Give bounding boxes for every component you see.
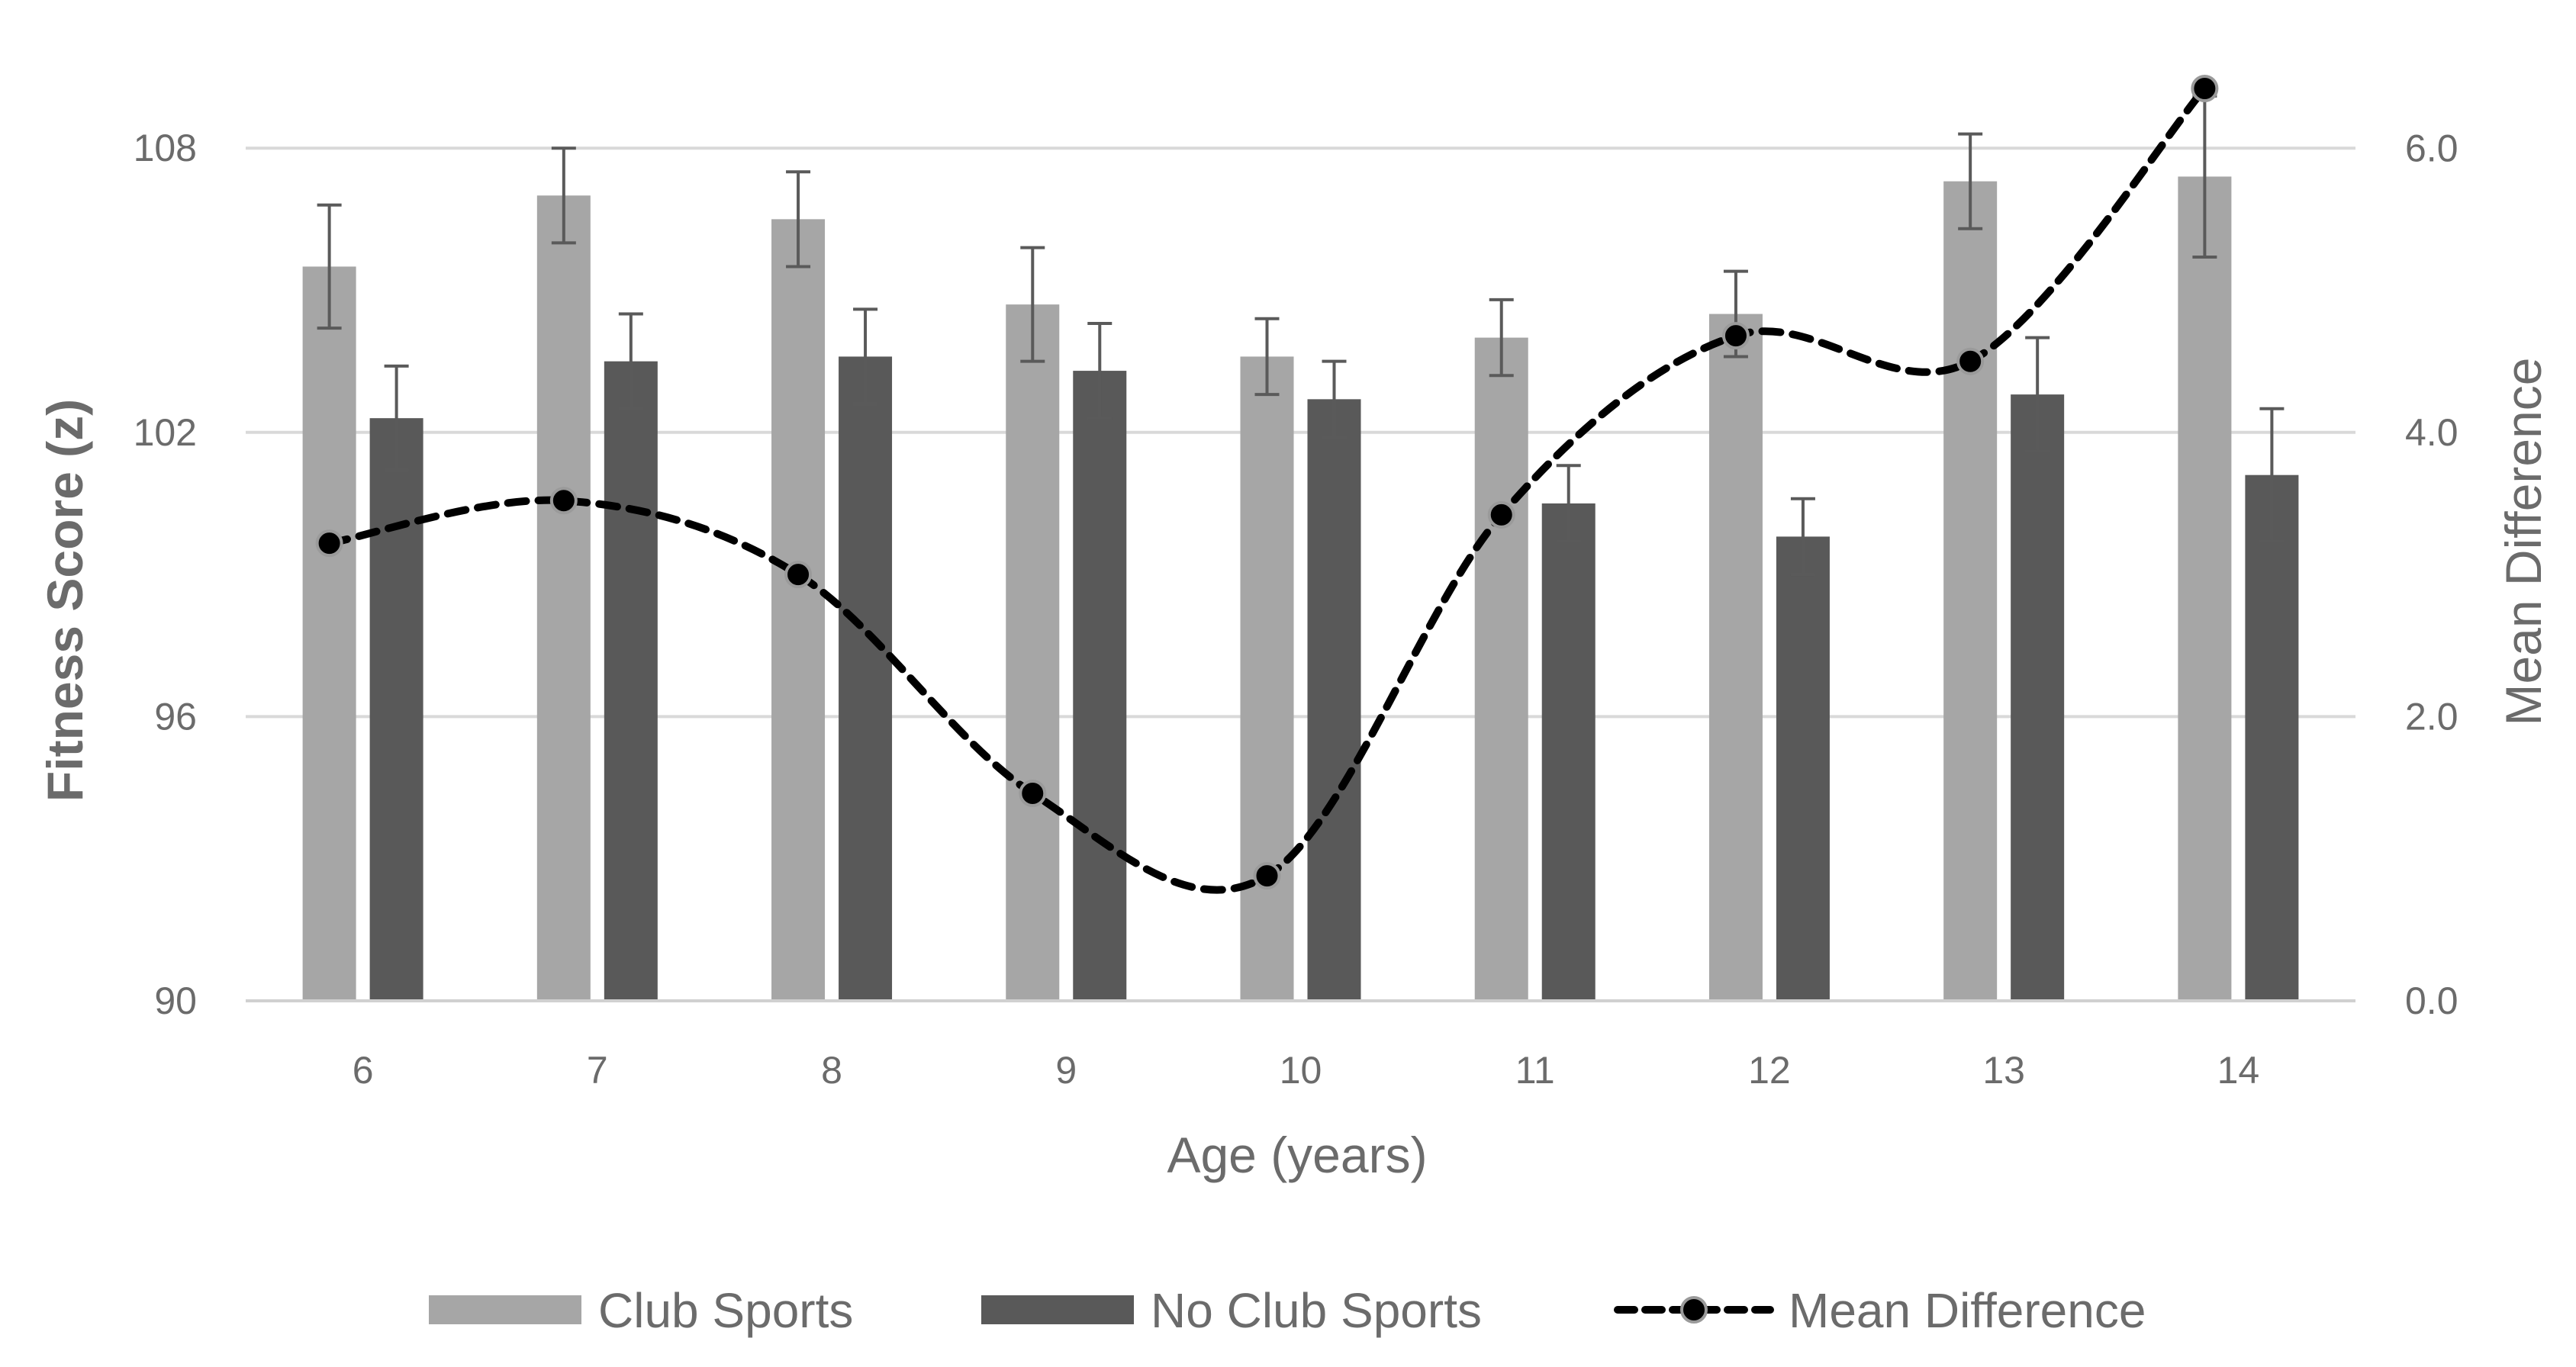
mean-difference-point-age-13 bbox=[1956, 347, 1985, 375]
y-axis-title: Fitness Score (z) bbox=[37, 399, 93, 802]
mean-difference-point-age-6 bbox=[315, 529, 343, 558]
x-tick-label-10: 10 bbox=[1280, 1049, 1322, 1092]
bar-no-club-sports-age-14 bbox=[2245, 474, 2299, 1001]
y2-axis-title: Mean Difference bbox=[2495, 357, 2552, 725]
legend-swatch-club-sports bbox=[429, 1295, 581, 1324]
bar-club-sports-age-7 bbox=[536, 195, 591, 1001]
x-tick-label-7: 7 bbox=[587, 1049, 608, 1092]
error-bar-club-sports-age-8 bbox=[786, 170, 811, 269]
mean-difference-point-age-8 bbox=[784, 561, 813, 589]
y-tick-label-108: 108 bbox=[134, 127, 197, 169]
bar-no-club-sports-age-10 bbox=[1307, 399, 1361, 1001]
mean-difference-point-age-12 bbox=[1721, 322, 1750, 350]
bar-club-sports-age-8 bbox=[771, 219, 826, 1002]
error-bar-club-sports-age-7 bbox=[551, 146, 576, 245]
x-tick-label-6: 6 bbox=[353, 1049, 374, 1092]
bar-no-club-sports-age-7 bbox=[604, 361, 658, 1001]
mean-difference-point-age-14 bbox=[2191, 75, 2219, 103]
legend-marker-mean-difference bbox=[1680, 1296, 1708, 1324]
y-tick-label-90: 90 bbox=[154, 979, 197, 1022]
bar-no-club-sports-age-9 bbox=[1073, 371, 1127, 1001]
x-tick-label-8: 8 bbox=[821, 1049, 842, 1092]
x-tick-label-12: 12 bbox=[1748, 1049, 1791, 1092]
y2-tick-label-0.0: 0.0 bbox=[2405, 979, 2458, 1022]
mean-difference-point-age-7 bbox=[549, 487, 578, 515]
mean-difference-path bbox=[325, 85, 2209, 894]
legend-label-no-club-sports: No Club Sports bbox=[1151, 1283, 1482, 1338]
error-bar-no-club-sports-age-14 bbox=[2259, 407, 2285, 543]
mean-difference-point-age-10 bbox=[1253, 862, 1281, 890]
legend-label-mean-difference: Mean Difference bbox=[1789, 1283, 2146, 1338]
bar-no-club-sports-age-12 bbox=[1776, 536, 1830, 1001]
error-bar-no-club-sports-age-7 bbox=[618, 312, 643, 410]
error-bar-no-club-sports-age-8 bbox=[853, 307, 878, 406]
bar-no-club-sports-age-8 bbox=[839, 356, 893, 1001]
y2-tick-label-2.0: 2.0 bbox=[2405, 695, 2458, 738]
bar-no-club-sports-age-6 bbox=[369, 418, 423, 1001]
error-bar-club-sports-age-10 bbox=[1254, 317, 1280, 397]
error-bars bbox=[317, 94, 2285, 577]
x-tick-label-14: 14 bbox=[2217, 1049, 2260, 1092]
error-bar-club-sports-age-6 bbox=[317, 203, 342, 330]
bar-club-sports-age-9 bbox=[1006, 304, 1060, 1001]
bars bbox=[302, 176, 2299, 1002]
error-bar-club-sports-age-9 bbox=[1020, 246, 1045, 363]
bar-no-club-sports-age-11 bbox=[1541, 503, 1596, 1001]
bar-no-club-sports-age-13 bbox=[2011, 394, 2065, 1001]
y-tick-label-96: 96 bbox=[154, 695, 197, 738]
error-bar-no-club-sports-age-9 bbox=[1087, 321, 1113, 420]
bar-club-sports-age-13 bbox=[1943, 181, 1998, 1001]
x-tick-label-9: 9 bbox=[1055, 1049, 1077, 1092]
tick-labels: 90 96 102 108 0.0 2.0 4.0 6.0 6 7 8 9 10 11 12 13 14 bbox=[134, 127, 2458, 1092]
bar-club-sports-age-10 bbox=[1240, 356, 1294, 1001]
bar-club-sports-age-14 bbox=[2178, 176, 2232, 1002]
error-bar-no-club-sports-age-13 bbox=[2025, 336, 2050, 453]
bar-club-sports-age-6 bbox=[302, 266, 356, 1001]
mean-difference-line bbox=[315, 75, 2219, 894]
error-bar-club-sports-age-11 bbox=[1489, 298, 1514, 378]
y2-tick-label-4.0: 4.0 bbox=[2405, 411, 2458, 454]
x-tick-label-13: 13 bbox=[1982, 1049, 2025, 1092]
mean-difference-point-age-9 bbox=[1019, 780, 1047, 808]
gridlines bbox=[246, 146, 2355, 719]
error-bar-club-sports-age-13 bbox=[1958, 132, 1983, 230]
legend: Club Sports No Club Sports Mean Differen… bbox=[429, 1283, 2146, 1338]
legend-swatch-no-club-sports bbox=[981, 1295, 1134, 1324]
error-bar-no-club-sports-age-11 bbox=[1556, 464, 1581, 543]
bar-club-sports-age-11 bbox=[1474, 337, 1528, 1002]
mean-difference-point-age-11 bbox=[1487, 500, 1515, 529]
x-axis-title: Age (years) bbox=[1167, 1127, 1427, 1183]
error-bar-no-club-sports-age-12 bbox=[1790, 497, 1815, 577]
y2-tick-label-6.0: 6.0 bbox=[2405, 127, 2458, 169]
legend-label-club-sports: Club Sports bbox=[598, 1283, 853, 1338]
x-tick-label-11: 11 bbox=[1515, 1049, 1555, 1092]
error-bar-no-club-sports-age-6 bbox=[384, 364, 409, 472]
bar-club-sports-age-12 bbox=[1708, 314, 1763, 1001]
y-tick-label-102: 102 bbox=[134, 411, 197, 454]
error-bar-no-club-sports-age-10 bbox=[1322, 359, 1347, 439]
